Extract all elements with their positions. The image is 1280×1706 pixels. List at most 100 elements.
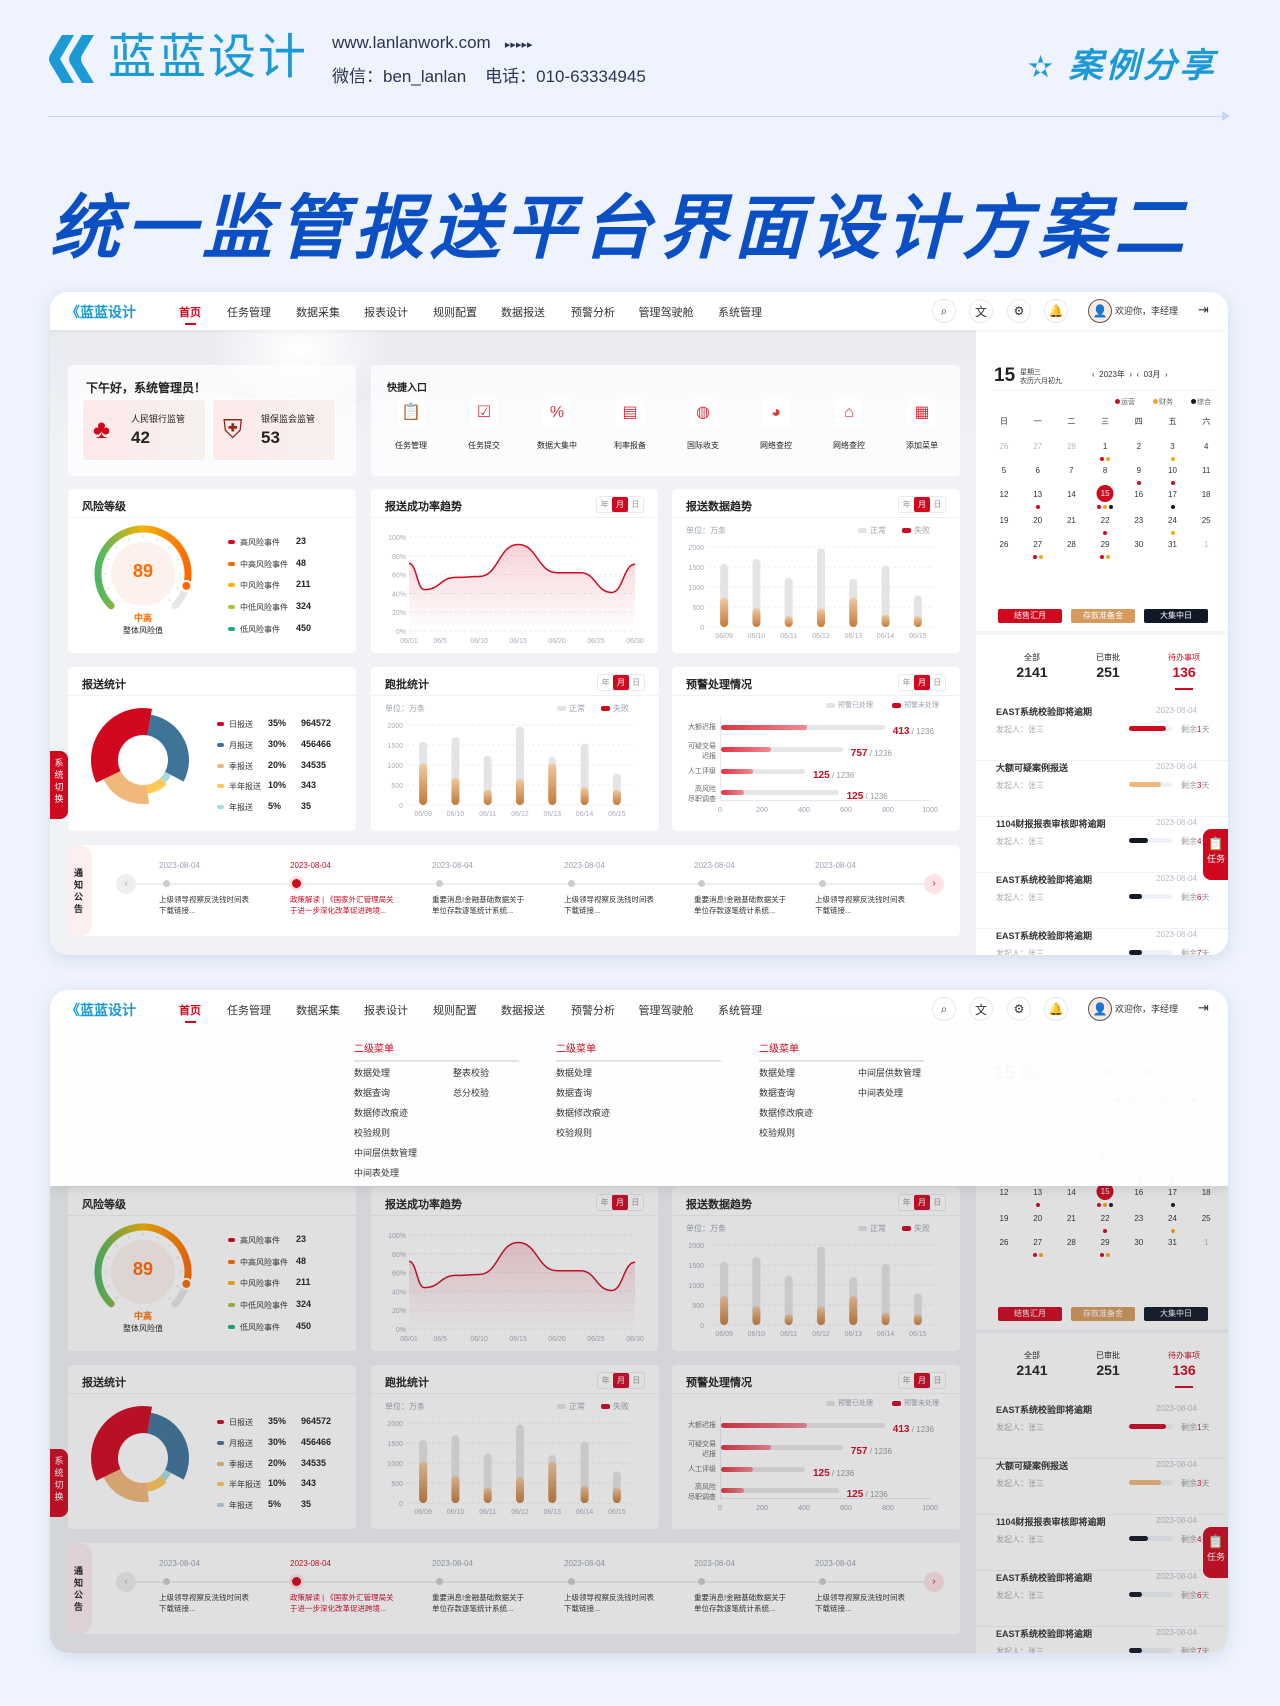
stat-tab[interactable]: 待办事项 136: [1146, 652, 1222, 694]
quick-entry-item[interactable]: % 数据大集中: [527, 395, 587, 465]
calendar-day[interactable]: 11: [1202, 466, 1211, 475]
toggle-year[interactable]: 年: [902, 678, 911, 687]
task-float-button[interactable]: 📋 任务: [1203, 1527, 1228, 1578]
toggle-month[interactable]: 月: [914, 1195, 930, 1210]
calendar-day[interactable]: 3: [1170, 442, 1175, 451]
nav-item[interactable]: 预警分析: [571, 1005, 615, 1017]
calendar-day[interactable]: 5: [1001, 466, 1007, 475]
bell-icon[interactable]: 🔔: [1044, 997, 1068, 1021]
task-item[interactable]: 大额可疑案例报送 2023-08-04 发起人：张三 剩余3天: [976, 1459, 1228, 1515]
submenu-item[interactable]: 校验规则: [556, 1128, 593, 1138]
avatar[interactable]: 👤: [1088, 299, 1112, 323]
toggle-month[interactable]: 月: [613, 1373, 629, 1388]
toggle-year[interactable]: 年: [601, 1376, 610, 1385]
toggle-day[interactable]: 日: [632, 678, 641, 687]
calendar-day[interactable]: 23: [1134, 1214, 1144, 1223]
calendar-day[interactable]: 10: [1168, 466, 1177, 475]
submenu-item[interactable]: 校验规则: [759, 1128, 796, 1138]
nav-item[interactable]: 任务管理: [227, 307, 271, 319]
toggle-month[interactable]: 月: [914, 497, 930, 512]
nav-item[interactable]: 数据采集: [296, 1005, 340, 1017]
nav-item[interactable]: 首页: [179, 1002, 201, 1023]
bell-icon[interactable]: 🔔: [1044, 299, 1068, 323]
toggle-year[interactable]: 年: [600, 1198, 609, 1207]
toggle-year[interactable]: 年: [902, 1198, 911, 1207]
translate-icon[interactable]: 文: [969, 299, 993, 323]
submenu-item[interactable]: 中间层供数管理: [354, 1148, 418, 1158]
toggle-day[interactable]: 日: [933, 1198, 942, 1207]
calendar-day[interactable]: 16: [1134, 490, 1144, 499]
toggle-month[interactable]: 月: [914, 1373, 930, 1388]
nav-logo[interactable]: 《蓝蓝设计: [66, 302, 136, 322]
notice-item[interactable]: 2023-08-04 重要消息!金融基础数据关于 单位存款逐笔统计系统...: [432, 1559, 552, 1629]
calendar-day[interactable]: 29: [1100, 1238, 1110, 1247]
calendar-day[interactable]: 31: [1168, 1238, 1177, 1247]
nav-item[interactable]: 管理驾驶舱: [638, 307, 694, 319]
logout-icon[interactable]: ⇥: [1198, 1000, 1209, 1015]
gear-icon[interactable]: ⚙: [1007, 299, 1031, 323]
calendar-day[interactable]: 14: [1066, 490, 1076, 499]
calendar-day[interactable]: 1: [1102, 442, 1108, 451]
calendar-day[interactable]: 21: [1066, 1214, 1076, 1223]
regulator-card[interactable]: ♣ 人民银行监管 42: [82, 399, 206, 461]
gear-icon[interactable]: ⚙: [1007, 997, 1031, 1021]
task-item[interactable]: EAST系统校验即将逾期 2023-08-04 发起人：张三 剩余6天: [976, 1571, 1228, 1627]
calendar-day[interactable]: 26: [999, 540, 1009, 549]
toggle-day[interactable]: 日: [933, 1376, 942, 1385]
prev-year-icon[interactable]: ‹: [1092, 370, 1095, 379]
calendar-day[interactable]: 26: [999, 1238, 1009, 1247]
submenu-item[interactable]: 总分校验: [453, 1088, 490, 1098]
calendar-day[interactable]: 14: [1066, 1188, 1076, 1197]
toggle-year[interactable]: 年: [601, 678, 610, 687]
stat-tab[interactable]: 全部 2141: [994, 652, 1070, 694]
task-item[interactable]: 大额可疑案例报送 2023-08-04 发起人：张三 剩余3天: [976, 761, 1228, 817]
submenu-item[interactable]: 数据查询: [759, 1088, 796, 1098]
prev-arrow-icon[interactable]: ‹: [116, 1572, 136, 1592]
toggle-day[interactable]: 日: [631, 500, 640, 509]
calendar-day[interactable]: 19: [999, 516, 1009, 525]
search-icon[interactable]: ⌕: [932, 299, 956, 323]
toggle-year[interactable]: 年: [902, 500, 911, 509]
avatar[interactable]: 👤: [1088, 997, 1112, 1021]
nav-item[interactable]: 预警分析: [571, 307, 615, 319]
calendar-day[interactable]: 25: [1201, 516, 1211, 525]
next-year-icon[interactable]: ›: [1129, 370, 1133, 379]
search-icon[interactable]: ⌕: [932, 997, 956, 1021]
nav-item[interactable]: 数据报送: [501, 307, 545, 319]
toggle-day[interactable]: 日: [933, 678, 942, 687]
toggle-day[interactable]: 日: [933, 500, 942, 509]
nav-item[interactable]: 数据报送: [501, 1005, 545, 1017]
submenu-item[interactable]: 数据修改痕迹: [759, 1108, 814, 1118]
calendar-tag-button[interactable]: 存款准备金: [1071, 1307, 1135, 1321]
task-item[interactable]: EAST系统校验即将逾期 2023-08-04 发起人：张三 剩余7天: [976, 929, 1228, 955]
calendar-tag-button[interactable]: 结售汇月: [998, 1307, 1062, 1321]
calendar-day[interactable]: 29: [1100, 540, 1110, 549]
task-float-button[interactable]: 📋 任务: [1203, 829, 1228, 880]
calendar-day[interactable]: 24: [1168, 516, 1177, 525]
toggle-day[interactable]: 日: [632, 1376, 641, 1385]
calendar-day[interactable]: 12: [999, 1188, 1009, 1197]
toggle-month[interactable]: 月: [612, 1195, 628, 1210]
calendar-day[interactable]: 13: [1033, 490, 1043, 499]
calendar-day[interactable]: 17: [1168, 1188, 1177, 1197]
submenu-item[interactable]: 数据查询: [354, 1088, 391, 1098]
calendar-day[interactable]: 27: [1033, 442, 1043, 451]
calendar-day[interactable]: 15: [1096, 1183, 1114, 1200]
nav-item[interactable]: 系统管理: [718, 1005, 762, 1017]
calendar-day[interactable]: 4: [1203, 442, 1209, 451]
nav-item[interactable]: 规则配置: [433, 307, 477, 319]
calendar-day[interactable]: 21: [1066, 516, 1076, 525]
submenu-item[interactable]: 数据查询: [556, 1088, 593, 1098]
nav-item[interactable]: 系统管理: [718, 307, 762, 319]
calendar-day[interactable]: 7: [1069, 466, 1074, 475]
notice-item[interactable]: 2023-08-04 上级领导视察反洗钱时间表 下载链接...: [159, 861, 279, 931]
calendar-day[interactable]: 24: [1168, 1214, 1177, 1223]
calendar-day[interactable]: 22: [1100, 1214, 1110, 1223]
calendar-day[interactable]: 12: [999, 490, 1009, 499]
notice-item[interactable]: 2023-08-04 上级领导视察反洗钱时间表 下载链接...: [815, 861, 935, 931]
submenu-item[interactable]: 数据处理: [354, 1068, 391, 1078]
calendar-tag-button[interactable]: 大集中日: [1144, 1307, 1208, 1321]
quick-entry-item[interactable]: ◍ 国际收支: [673, 395, 733, 465]
quick-entry-item[interactable]: ☑ 任务提交: [454, 395, 514, 465]
calendar-day[interactable]: 2: [1136, 442, 1142, 451]
